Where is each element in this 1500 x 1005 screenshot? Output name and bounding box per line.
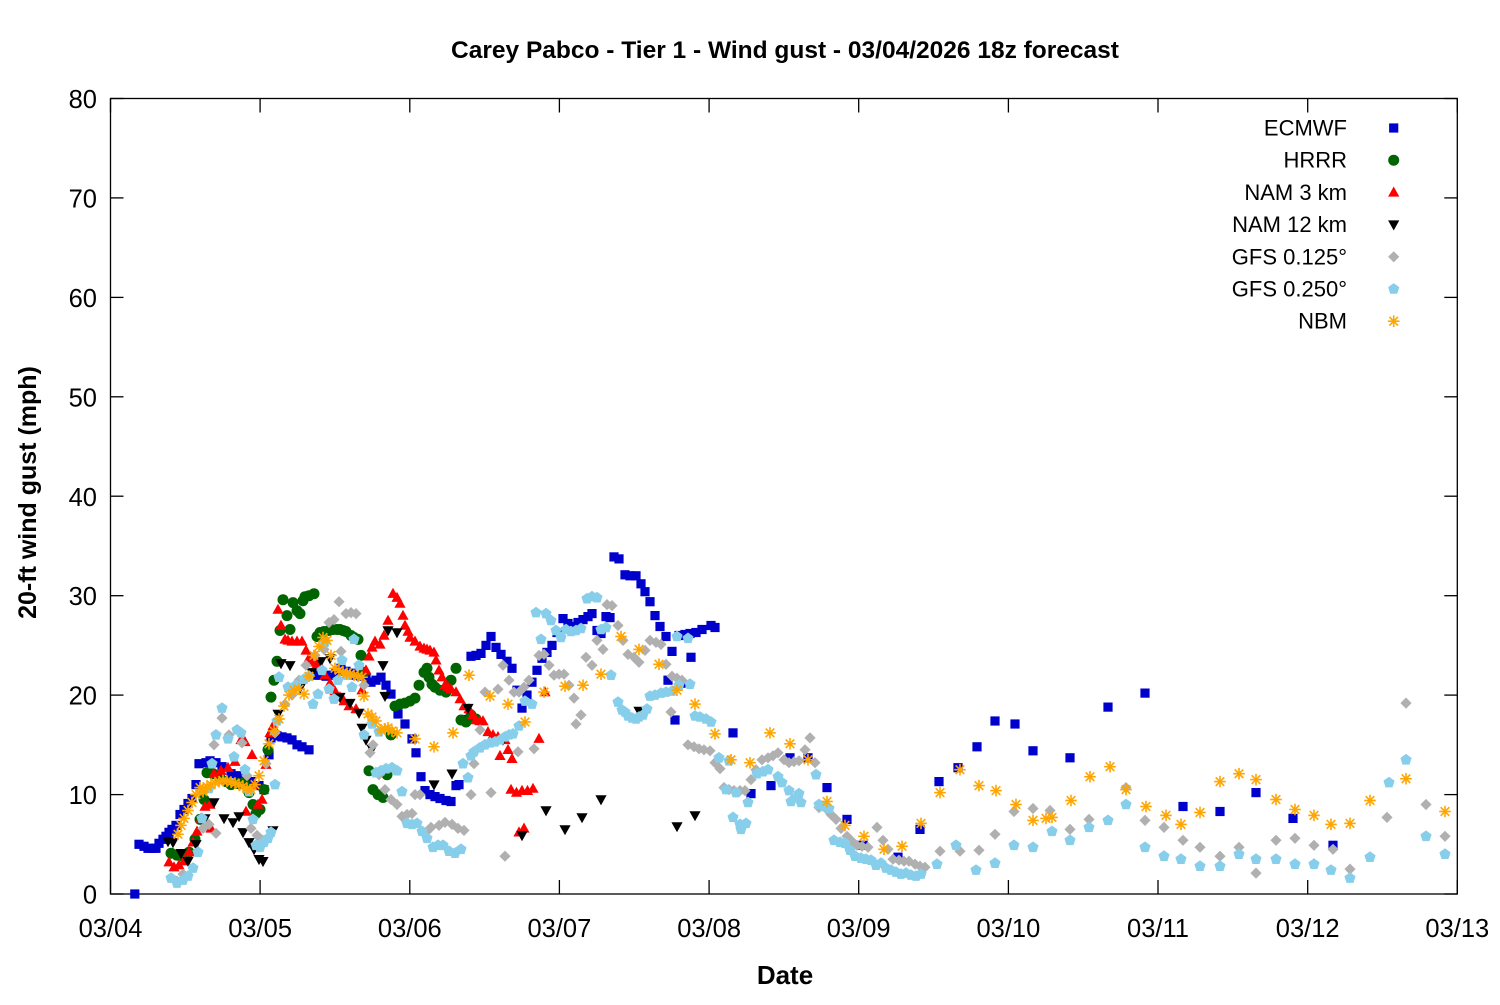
svg-text:0: 0 <box>83 882 97 910</box>
svg-text:03/09: 03/09 <box>827 915 891 943</box>
svg-text:70: 70 <box>69 185 97 213</box>
svg-text:NAM 3 km: NAM 3 km <box>1244 180 1347 205</box>
svg-text:03/04: 03/04 <box>79 915 143 943</box>
svg-text:03/12: 03/12 <box>1276 915 1340 943</box>
svg-text:ECMWF: ECMWF <box>1264 116 1347 141</box>
svg-text:NAM 12 km: NAM 12 km <box>1232 212 1347 237</box>
svg-text:03/08: 03/08 <box>677 915 741 943</box>
svg-text:HRRR: HRRR <box>1283 148 1347 173</box>
svg-text:NBM: NBM <box>1298 309 1347 334</box>
svg-text:03/06: 03/06 <box>378 915 442 943</box>
svg-text:80: 80 <box>69 86 97 114</box>
svg-text:20: 20 <box>69 683 97 711</box>
svg-text:40: 40 <box>69 484 97 512</box>
svg-text:GFS 0.125°: GFS 0.125° <box>1232 244 1347 269</box>
svg-text:60: 60 <box>69 285 97 313</box>
svg-text:03/10: 03/10 <box>976 915 1040 943</box>
svg-text:Carey Pabco - Tier 1 - Wind gu: Carey Pabco - Tier 1 - Wind gust - 03/04… <box>451 37 1119 64</box>
svg-text:20-ft wind gust (mph): 20-ft wind gust (mph) <box>14 366 42 619</box>
svg-text:50: 50 <box>69 384 97 412</box>
svg-text:03/11: 03/11 <box>1127 915 1189 943</box>
svg-text:Date: Date <box>757 960 813 990</box>
svg-text:GFS 0.250°: GFS 0.250° <box>1232 277 1347 302</box>
svg-text:30: 30 <box>69 583 97 611</box>
svg-text:03/05: 03/05 <box>228 915 292 943</box>
svg-text:10: 10 <box>69 782 97 810</box>
svg-text:03/07: 03/07 <box>527 915 591 943</box>
svg-text:03/13: 03/13 <box>1425 915 1489 943</box>
